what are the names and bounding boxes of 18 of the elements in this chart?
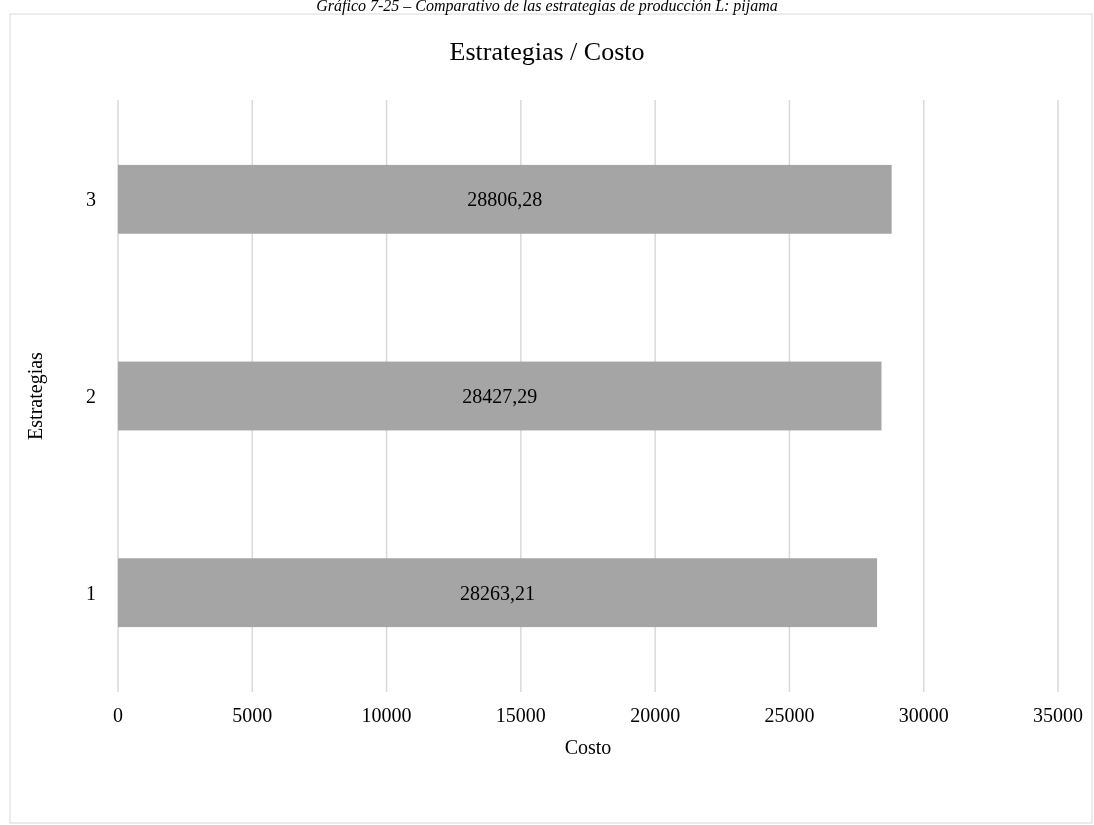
data-label: 28427,29 <box>462 385 538 407</box>
data-label: 28263,21 <box>460 581 536 604</box>
y-tick-label: 2 <box>86 385 96 407</box>
x-tick-label: 10000 <box>361 704 412 726</box>
y-tick-label: 3 <box>86 188 96 211</box>
x-tick-label: 20000 <box>630 704 681 726</box>
x-tick-label: 5000 <box>232 704 273 726</box>
x-tick-label: 35000 <box>1033 704 1083 726</box>
chart-title: Estrategias / Costo <box>449 37 645 66</box>
data-label: 28806,28 <box>467 188 543 211</box>
y-axis-title: Estrategias <box>24 351 47 440</box>
x-axis-title: Costo <box>564 736 612 758</box>
x-tick-label: 15000 <box>495 704 546 726</box>
x-tick-label: 0 <box>113 704 123 726</box>
y-tick-label: 1 <box>86 581 96 604</box>
text: Gráfico 7-25 – Comparativo de las estrategias de producción L: pijama <box>316 0 778 15</box>
x-tick-label: 30000 <box>898 704 949 726</box>
x-tick-label: 25000 <box>764 704 815 726</box>
